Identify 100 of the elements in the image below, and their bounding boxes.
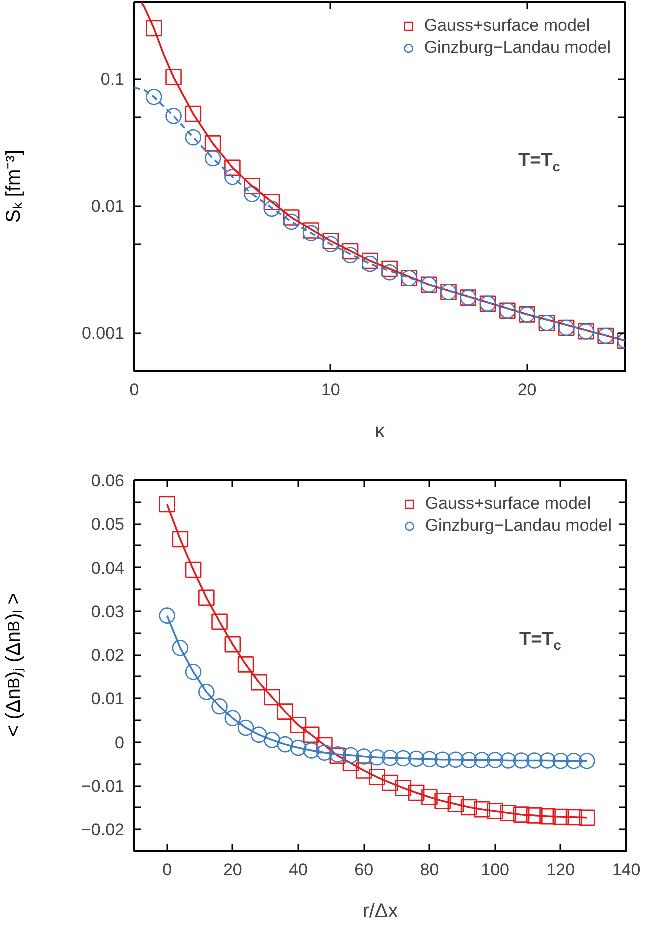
point — [356, 748, 372, 765]
x-tick-label: 20 — [223, 860, 242, 880]
point — [566, 809, 582, 826]
point — [356, 762, 372, 779]
point — [224, 169, 241, 186]
legend-label: Ginzburg−Landau model — [425, 516, 612, 536]
y-tick-label: 0.03 — [91, 602, 125, 622]
point — [382, 264, 398, 281]
legend-label: Gauss+surface model — [424, 16, 590, 36]
point — [277, 736, 294, 753]
point — [244, 178, 260, 195]
point — [185, 129, 202, 146]
y-tick-label: 0.02 — [91, 646, 125, 666]
point — [578, 810, 596, 826]
point — [460, 752, 478, 768]
point — [487, 803, 504, 820]
point — [159, 608, 176, 624]
point — [198, 590, 215, 606]
x-tick-label: 40 — [289, 860, 308, 880]
point — [500, 752, 517, 769]
point — [422, 751, 438, 768]
y-tick-label: 0.1 — [100, 70, 125, 90]
point — [362, 256, 378, 272]
point — [316, 744, 333, 761]
y-tick-label: 0 — [115, 733, 125, 752]
x-tick-label: 100 — [481, 860, 510, 880]
point — [448, 752, 464, 768]
point — [224, 710, 242, 727]
point — [382, 774, 398, 792]
x-axis-title: κ — [375, 420, 386, 442]
point — [540, 808, 556, 825]
point — [146, 20, 162, 37]
point — [526, 808, 543, 824]
point — [303, 726, 320, 744]
point — [566, 753, 582, 770]
point — [434, 793, 451, 810]
point — [166, 108, 182, 124]
point — [578, 753, 596, 770]
x-tick-label: 60 — [354, 860, 374, 880]
x-tick-label: 0 — [162, 860, 172, 880]
point — [290, 717, 307, 734]
point — [172, 531, 189, 548]
point — [212, 698, 228, 715]
point — [382, 750, 398, 766]
point — [303, 225, 320, 242]
y-tick-label: −0.02 — [81, 820, 124, 840]
point — [264, 194, 280, 211]
point — [264, 732, 280, 748]
point — [500, 804, 517, 822]
x-axis-title: r/Δx — [362, 900, 398, 922]
point — [264, 689, 280, 706]
y-tick-label: 0.06 — [91, 472, 125, 490]
point — [166, 69, 182, 86]
point — [322, 233, 340, 250]
point — [552, 808, 570, 826]
point — [250, 674, 268, 691]
point — [277, 704, 294, 720]
point — [513, 806, 530, 823]
point — [395, 780, 412, 796]
point — [395, 750, 412, 767]
point — [185, 562, 202, 578]
x-tick-label: 20 — [518, 380, 537, 400]
point — [204, 136, 222, 152]
point — [212, 614, 228, 630]
point — [369, 750, 386, 766]
point — [382, 260, 398, 278]
point — [434, 752, 451, 768]
point — [198, 684, 215, 700]
point — [369, 769, 386, 786]
y-tick-label: 0.05 — [91, 515, 125, 534]
point — [283, 214, 300, 230]
point — [185, 106, 202, 122]
point — [342, 243, 359, 260]
point — [474, 801, 490, 818]
point — [540, 752, 556, 769]
legend-label: Ginzburg−Landau model — [424, 38, 611, 58]
point — [487, 752, 504, 768]
point — [238, 656, 254, 673]
point — [408, 784, 425, 802]
point — [172, 640, 189, 656]
point — [303, 742, 320, 759]
point — [264, 200, 280, 218]
x-tick-label: 140 — [612, 860, 641, 880]
point — [159, 496, 176, 513]
y-tick-label: 0.001 — [82, 324, 125, 344]
point — [146, 89, 162, 106]
point — [552, 753, 570, 770]
y-tick-label: −0.01 — [81, 777, 124, 796]
point — [185, 664, 202, 680]
y-tick-label: 0.01 — [91, 197, 125, 216]
x-tick-label: 10 — [321, 380, 340, 400]
point — [250, 726, 268, 744]
point — [526, 752, 543, 769]
point — [408, 750, 425, 768]
point — [290, 740, 307, 756]
point — [283, 210, 300, 226]
x-tick-label: 0 — [130, 380, 140, 400]
point — [460, 799, 478, 816]
point — [224, 160, 241, 176]
point — [513, 752, 530, 769]
